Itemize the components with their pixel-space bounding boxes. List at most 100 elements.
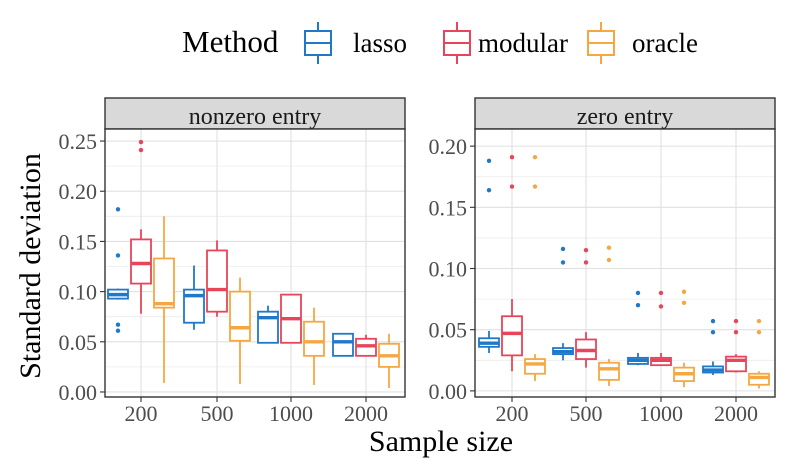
box-modular-200 — [130, 139, 152, 314]
box-lasso-500 — [183, 265, 205, 330]
box-iqr — [229, 290, 251, 342]
panel-border — [474, 128, 776, 398]
y-tick-label: 0.15 — [429, 195, 468, 220]
box-modular-2000 — [355, 334, 377, 357]
y-tick-label: 0.20 — [59, 179, 98, 204]
outlier-point — [681, 289, 687, 294]
box-iqr — [598, 361, 620, 381]
y-tick-label: 0.05 — [429, 318, 468, 343]
outlier-point — [509, 154, 515, 160]
outlier-point — [583, 260, 589, 265]
outlier-point — [756, 329, 762, 335]
y-tick-label: 0.25 — [59, 129, 98, 154]
outlier-point — [658, 304, 664, 309]
box-lasso-1000 — [627, 290, 649, 366]
outlier-point — [733, 329, 739, 335]
x-tick-label: 1000 — [269, 401, 313, 426]
outlier-point — [138, 139, 144, 145]
box-iqr — [130, 238, 152, 285]
box-iqr — [332, 332, 354, 357]
box-oracle-2000 — [378, 333, 400, 388]
outlier-point — [756, 318, 762, 324]
outlier-point — [606, 245, 612, 250]
box-lasso-500 — [552, 246, 574, 361]
box-modular-1000 — [280, 293, 302, 344]
x-tick-label: 1000 — [639, 401, 683, 426]
box-oracle-200 — [153, 216, 175, 383]
box-iqr — [501, 315, 523, 357]
box-modular-1000 — [650, 290, 672, 367]
box-oracle-200 — [524, 154, 546, 382]
outlier-point — [115, 322, 121, 327]
outlier-point — [606, 257, 612, 263]
box-modular-500 — [206, 240, 228, 317]
plot-background — [475, 129, 775, 397]
legend: Method lasso modular oracle — [182, 22, 698, 64]
series-lasso — [478, 158, 724, 375]
y-tick-label: 0.10 — [59, 280, 98, 305]
y-tick-label: 0.10 — [429, 257, 468, 282]
x-tick-label: 2000 — [344, 401, 388, 426]
y-tick-label: 0.05 — [59, 330, 98, 355]
legend-label-oracle: oracle — [632, 28, 698, 58]
outlier-point — [532, 184, 538, 189]
outlier-point — [486, 158, 492, 164]
y-tick-label: 0.20 — [429, 134, 468, 159]
y-axis-label: Standard deviation — [14, 153, 47, 379]
panel-strip — [104, 97, 406, 130]
outlier-point — [635, 303, 641, 308]
box-modular-200 — [501, 154, 523, 372]
outlier-point — [560, 246, 566, 252]
legend-label-modular: modular — [478, 28, 568, 58]
x-tick-label: 200 — [496, 401, 529, 426]
outlier-point — [486, 187, 492, 193]
panel-2: zero entry 0.00 0.05 0.10 0.15 0.20 200 500 1000… — [429, 97, 776, 426]
outlier-point — [681, 300, 687, 305]
legend-key-oracle — [587, 22, 615, 64]
outlier-point — [635, 290, 641, 296]
box-modular-2000 — [725, 318, 747, 373]
x-tick-label: 500 — [201, 401, 234, 426]
y-tick-label: 0.15 — [59, 229, 98, 254]
box-iqr — [257, 310, 279, 344]
outlier-point — [710, 318, 716, 324]
outlier-point — [115, 328, 121, 333]
series-oracle — [153, 216, 400, 388]
series-modular — [501, 154, 747, 373]
box-modular-500 — [575, 247, 597, 368]
facet-panels: nonzero entry 0.00 0.05 0.10 0.15 0.20 0.25 200… — [59, 97, 776, 426]
x-tick-label: 200 — [125, 401, 158, 426]
box-iqr — [153, 257, 175, 309]
box-iqr — [303, 320, 325, 357]
series-lasso — [107, 207, 354, 357]
x-tick-label: 2000 — [714, 401, 758, 426]
panel-strip — [474, 97, 776, 130]
outlier-point — [658, 290, 664, 296]
box-lasso-2000 — [702, 318, 724, 375]
box-lasso-200 — [107, 207, 129, 333]
panel-title: zero entry — [577, 104, 674, 130]
outlier-point — [138, 147, 144, 153]
box-oracle-2000 — [748, 318, 770, 389]
x-axis-label: Sample size — [369, 425, 513, 458]
outlier-point — [583, 247, 589, 253]
outlier-point — [115, 207, 121, 212]
outlier-point — [710, 329, 716, 335]
box-iqr — [183, 288, 205, 324]
panel-border — [104, 128, 406, 398]
outlier-point — [560, 260, 566, 265]
y-tick-label: 0.00 — [59, 380, 98, 405]
box-oracle-1000 — [303, 307, 325, 385]
outlier-point — [532, 154, 538, 160]
panel-title: nonzero entry — [189, 104, 322, 130]
box-oracle-500 — [598, 245, 620, 386]
panel-1: nonzero entry 0.00 0.05 0.10 0.15 0.20 0.25 200… — [59, 97, 406, 426]
box-iqr — [524, 358, 546, 375]
box-lasso-1000 — [257, 305, 279, 344]
legend-key-modular — [443, 22, 471, 64]
box-lasso-200 — [478, 158, 500, 353]
series-modular — [130, 139, 377, 357]
y-tick-label: 0.00 — [429, 379, 468, 404]
outlier-point — [509, 184, 515, 189]
